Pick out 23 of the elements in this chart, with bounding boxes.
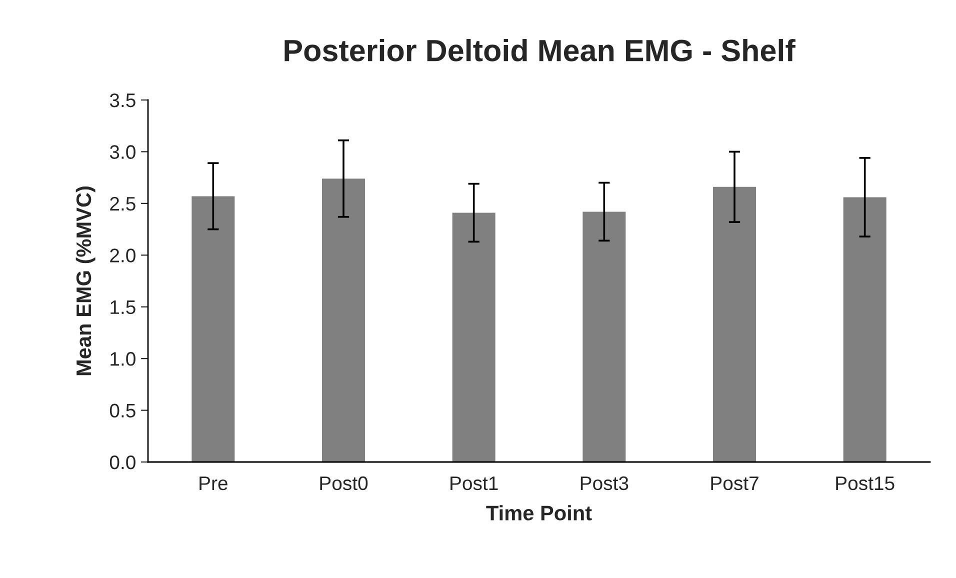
y-tick-label: 0.0 <box>110 455 136 470</box>
bar <box>712 186 756 462</box>
y-axis-title: Mean EMG (%MVC) <box>76 186 96 376</box>
x-tick-label: Post15 <box>836 476 894 490</box>
y-tick-label: 3.0 <box>110 145 136 159</box>
bar <box>192 196 235 462</box>
y-tick-label: 2.0 <box>110 248 136 262</box>
x-tick-label: Post7 <box>711 476 758 490</box>
x-tick-label: Post1 <box>450 476 498 490</box>
y-tick-label: 2.5 <box>110 196 136 211</box>
bar <box>582 212 626 462</box>
bar <box>322 178 366 462</box>
bar <box>452 212 496 462</box>
y-tick-label: 1.5 <box>110 300 136 314</box>
chart-title: Posterior Deltoid Mean EMG - Shelf <box>284 38 796 62</box>
x-axis-title: Time Point <box>486 505 592 520</box>
x-tick-label: Post3 <box>580 476 628 490</box>
x-tick-label: Post0 <box>320 476 368 490</box>
y-tick-label: 3.5 <box>110 93 136 108</box>
x-tick-label: Pre <box>200 476 228 490</box>
bar <box>843 197 886 462</box>
y-tick-label: 1.0 <box>110 352 136 366</box>
y-tick-label: 0.5 <box>110 404 136 418</box>
